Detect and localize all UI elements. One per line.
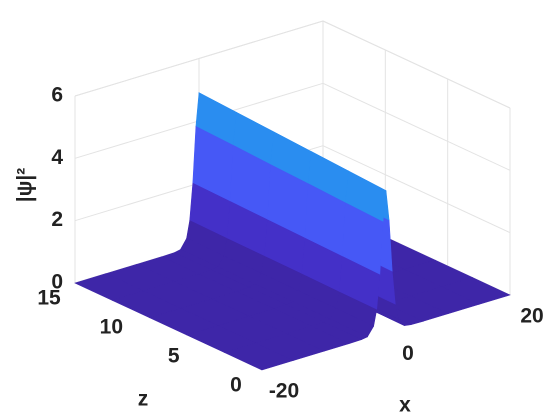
grid-line <box>322 145 511 234</box>
surface <box>74 92 511 371</box>
x-axis-label: x <box>399 394 411 417</box>
z-tick-label: 2 <box>51 208 63 231</box>
labels: x z |ψ|² 0 2 4 6 0 5 10 15 -20 0 20 <box>14 84 544 417</box>
surface-patch <box>223 342 294 371</box>
z-tick-label: 4 <box>51 146 63 169</box>
x-tick-label: 20 <box>520 305 543 328</box>
y-tick-label: 0 <box>230 374 242 397</box>
z-tick-label: 0 <box>51 271 63 294</box>
z-tick-label: 6 <box>51 84 63 107</box>
grid-line <box>322 20 511 109</box>
y-tick-label: 5 <box>168 345 180 368</box>
z-axis-label: |ψ|² <box>14 168 37 203</box>
x-tick-label: -20 <box>269 380 299 403</box>
y-tick-label: 10 <box>100 316 123 339</box>
y-axis-label: z <box>138 388 149 411</box>
y-tick-label: 15 <box>37 287 61 310</box>
x-tick-label: 0 <box>402 342 414 365</box>
grid-line <box>322 82 511 171</box>
